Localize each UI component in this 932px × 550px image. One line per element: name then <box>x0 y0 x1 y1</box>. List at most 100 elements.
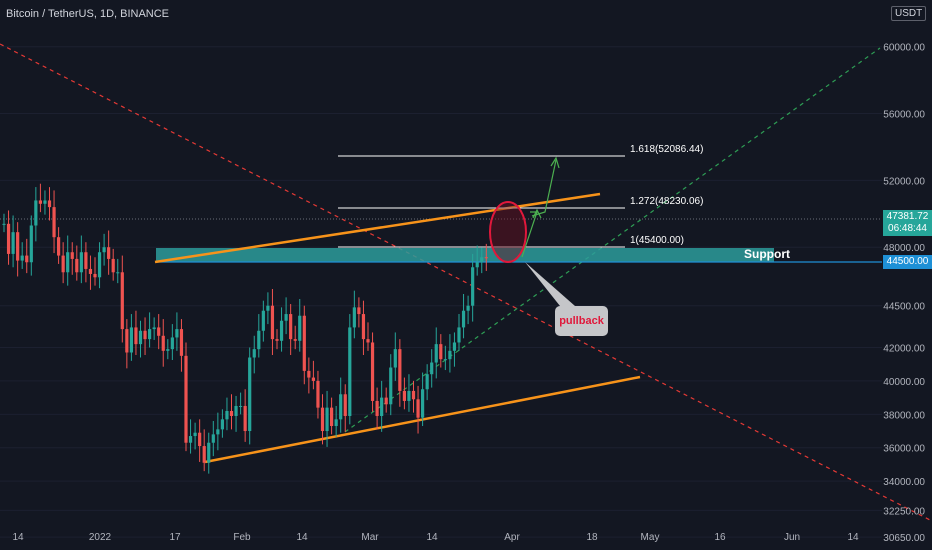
candle-body <box>2 223 6 225</box>
candle-body <box>143 330 147 340</box>
candle-body <box>111 258 115 273</box>
candle-body <box>66 252 70 273</box>
candle-body <box>425 374 429 390</box>
candle-body <box>334 419 338 427</box>
arrow-head-large <box>550 156 560 169</box>
candle-body <box>11 232 15 254</box>
support-zone <box>156 248 774 262</box>
x-tick-label: Apr <box>504 532 520 543</box>
candle-body <box>198 432 202 447</box>
candle-body <box>275 339 279 341</box>
candle-body <box>475 262 479 268</box>
candle-body <box>398 349 402 391</box>
candle-body <box>320 407 325 432</box>
chart-drawings <box>0 43 931 521</box>
candle-body <box>352 307 356 328</box>
support-zone-label: Support <box>744 247 790 261</box>
chart-grid <box>0 46 882 538</box>
candle-body <box>125 329 129 353</box>
pullback-circle <box>489 201 527 263</box>
candle-body <box>34 200 38 226</box>
candle-body <box>407 390 411 401</box>
candle-body <box>152 327 156 330</box>
arrow-path-small <box>521 211 538 258</box>
candle-body <box>361 314 366 340</box>
candle-body <box>448 350 452 360</box>
fib-level-1618-label: 1.618(52086.44) <box>630 144 704 155</box>
candle-body <box>252 349 256 358</box>
candle-body <box>307 370 311 378</box>
y-tick-label: 34000.00 <box>883 477 925 488</box>
candle-body <box>430 362 434 375</box>
candle-body <box>175 329 179 338</box>
x-tick-label: 17 <box>169 532 181 543</box>
candle-body <box>439 344 443 360</box>
candle-body <box>343 394 347 416</box>
candle-body <box>402 390 406 401</box>
ascending-dotted-line <box>344 47 881 433</box>
pullback-callout[interactable]: pullback <box>555 306 608 336</box>
candle-body <box>375 400 379 416</box>
x-tick-label: 2022 <box>89 532 112 543</box>
candle-body <box>38 200 42 204</box>
x-tick-label: 14 <box>847 532 859 543</box>
candle-body <box>93 273 97 278</box>
candle-body <box>61 255 65 273</box>
candle-body <box>393 349 397 368</box>
candle-body <box>484 257 488 259</box>
y-tick-label: 60000.00 <box>883 43 925 54</box>
candle-body <box>229 410 234 416</box>
candle-body <box>366 339 370 343</box>
candle-body <box>116 272 120 274</box>
candle-body <box>434 344 438 363</box>
x-tick-label: 14 <box>12 532 24 543</box>
y-tick-label: 48000.00 <box>883 243 925 254</box>
candle-body <box>457 327 461 343</box>
candle-body <box>234 405 238 416</box>
x-axis: 14 2022 17 Feb 14 Mar 14 Apr 18 May 16 Jun 14 <box>12 532 859 543</box>
candle-body <box>170 337 174 350</box>
y-tick-label: 32250.00 <box>883 506 925 517</box>
candle-body <box>84 252 88 269</box>
x-tick-label: Mar <box>361 532 379 543</box>
candle-body <box>330 407 334 427</box>
callout-pointer <box>525 262 575 306</box>
candle-body <box>384 397 388 405</box>
candle-body <box>179 329 184 356</box>
candle-body <box>298 315 302 341</box>
x-tick-label: May <box>641 532 660 543</box>
arrow-path-large <box>531 159 557 217</box>
candle-body <box>70 252 74 259</box>
candle-body <box>302 315 306 371</box>
candle-body <box>211 434 215 443</box>
candle-body <box>202 446 206 463</box>
candle-body <box>6 223 11 254</box>
upper-wedge-line <box>154 192 601 264</box>
fib-level-1272-label: 1.272(48230.06) <box>630 196 704 207</box>
candle-body <box>289 314 293 340</box>
candle-body <box>129 327 133 353</box>
candle-body <box>279 320 284 341</box>
candle-body <box>461 310 466 328</box>
candle-body <box>416 399 420 418</box>
candle-body <box>216 429 220 435</box>
arrow-head-small <box>532 208 542 219</box>
x-tick-label: Jun <box>784 532 800 543</box>
candle-body <box>166 349 170 351</box>
currency-badge[interactable]: USDT <box>891 6 927 21</box>
candle-body <box>257 330 261 350</box>
candle-body <box>316 380 320 408</box>
candle-body <box>261 310 265 331</box>
candle-body <box>311 377 315 381</box>
candle-body <box>339 394 343 420</box>
support-price-tag: 44500.00 <box>883 255 932 269</box>
candle-body <box>148 329 152 340</box>
candle-body <box>134 327 138 345</box>
candle-body <box>20 255 24 261</box>
y-tick-label: 38000.00 <box>883 410 925 421</box>
y-tick-label: 52000.00 <box>883 176 925 187</box>
candle-body <box>184 355 188 443</box>
candle-body <box>239 405 243 407</box>
x-tick-label: Feb <box>233 532 251 543</box>
